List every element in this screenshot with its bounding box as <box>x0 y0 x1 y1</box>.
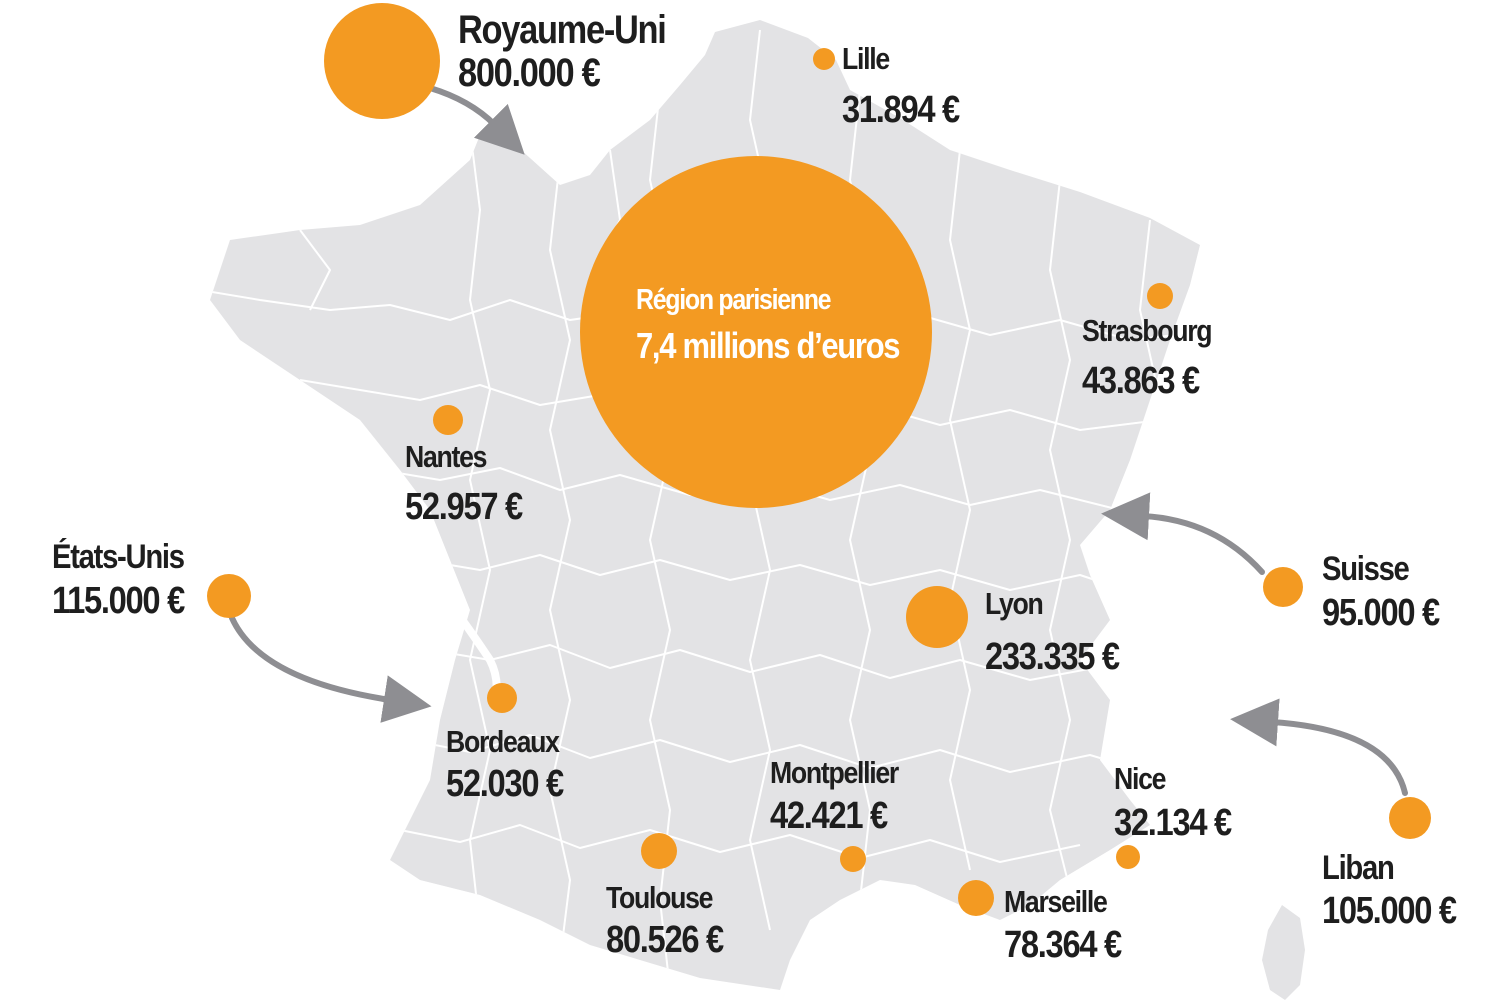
royaume-uni-name: Royaume-Uni <box>458 8 667 52</box>
bubbles <box>207 3 1431 916</box>
lille-name: Lille <box>842 41 890 76</box>
lyon-name: Lyon <box>985 586 1044 621</box>
bubble-nantes <box>433 405 463 435</box>
bubble-lyon <box>906 586 968 648</box>
suisse-value: 95.000 € <box>1322 592 1440 634</box>
toulouse-name: Toulouse <box>606 880 713 915</box>
marseille-value: 78.364 € <box>1004 924 1122 966</box>
bubble-liban <box>1389 797 1431 839</box>
corsica-outline <box>1262 905 1305 1000</box>
bubble-suisse <box>1263 567 1303 607</box>
strasbourg-value: 43.863 € <box>1082 360 1200 402</box>
france-outline <box>210 20 1200 990</box>
bordeaux-name: Bordeaux <box>446 724 560 759</box>
paris-label-line2: 7,4 millions d’euros <box>636 325 901 366</box>
bubble-region-parisienne <box>580 156 932 508</box>
arrows <box>229 85 1408 796</box>
nice-value: 32.134 € <box>1114 802 1232 844</box>
marseille-name: Marseille <box>1004 884 1108 919</box>
montpellier-value: 42.421 € <box>770 795 888 837</box>
bubble-nice <box>1116 845 1140 869</box>
liban-value: 105.000 € <box>1322 890 1457 932</box>
suisse-name: Suisse <box>1322 550 1410 588</box>
arrow-liban <box>1230 698 1408 796</box>
bubble-lille <box>813 48 835 70</box>
bubble-marseille <box>958 880 994 916</box>
toulouse-value: 80.526 € <box>606 919 724 961</box>
arrow-royaume-uni <box>427 85 525 155</box>
arrow-suisse <box>1101 492 1265 575</box>
bubble-montpellier <box>840 846 866 872</box>
bubble-bordeaux <box>487 683 517 713</box>
strasbourg-name: Strasbourg <box>1082 313 1213 348</box>
bubble-royaume-uni <box>324 3 440 119</box>
etats-unis-value: 115.000 € <box>52 580 185 622</box>
arrow-etats-unis <box>229 615 432 723</box>
lille-value: 31.894 € <box>842 89 960 131</box>
bubble-strasbourg <box>1147 283 1173 309</box>
montpellier-name: Montpellier <box>770 755 899 790</box>
royaume-uni-value: 800.000 € <box>458 51 601 95</box>
nantes-value: 52.957 € <box>405 486 523 528</box>
paris-label-line1: Région parisienne <box>636 284 832 316</box>
bordeaux-value: 52.030 € <box>446 763 564 805</box>
bubble-etats-unis <box>207 574 251 618</box>
bubble-toulouse <box>641 833 677 869</box>
nantes-name: Nantes <box>405 439 487 474</box>
liban-name: Liban <box>1322 849 1395 887</box>
etats-unis-name: États-Unis <box>52 538 185 576</box>
lyon-value: 233.335 € <box>985 636 1120 678</box>
nice-name: Nice <box>1114 761 1166 796</box>
